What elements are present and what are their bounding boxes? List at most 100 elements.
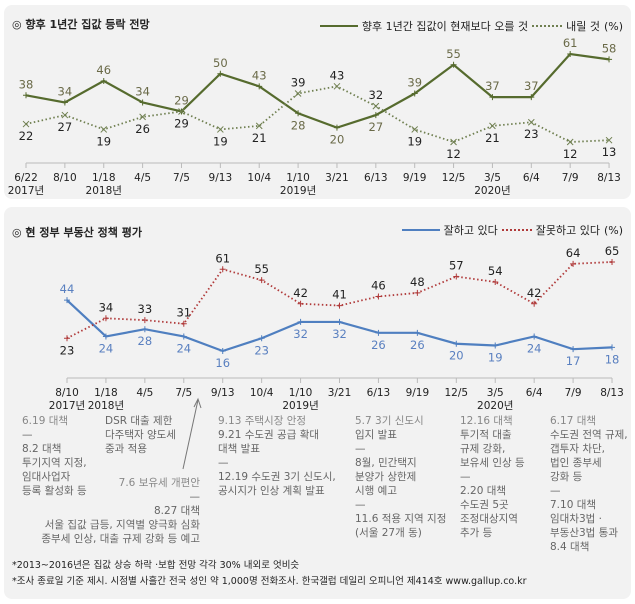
year-label: 2020년	[474, 185, 510, 197]
data-point-x	[605, 136, 613, 144]
legend-swatch-bad	[501, 229, 532, 231]
data-point-x	[61, 111, 69, 119]
panel-price-outlook	[4, 5, 631, 199]
annotation-line: 중과 적용	[105, 443, 147, 455]
year-label: 2017년	[49, 400, 85, 412]
x-tick-label: 7/9	[565, 387, 582, 399]
annotation-line: 9.13 주택시장 안정	[218, 415, 307, 427]
data-label: 23	[254, 343, 269, 357]
x-tick-label: 7/5	[173, 172, 190, 184]
year-label: 2017년	[8, 185, 44, 197]
data-point-x	[527, 118, 535, 126]
legend-unit: (%)	[603, 19, 623, 33]
x-tick-label: 10/4	[250, 387, 274, 399]
data-label: 28	[291, 118, 306, 132]
annotation-line: 7.10 대책	[550, 499, 597, 511]
data-point-x	[178, 108, 185, 115]
data-label: 16	[215, 356, 230, 370]
annotation-line: 9.21 수도권 공급 확대	[218, 429, 320, 441]
x-tick-label: 12/5	[442, 172, 466, 184]
data-label: 58	[602, 41, 617, 55]
data-point	[531, 333, 538, 340]
annotation-line: 12.16 대책	[460, 415, 513, 427]
year-label: 2019년	[280, 185, 316, 197]
data-label: 64	[566, 246, 581, 260]
x-tick-label: 1/18	[92, 172, 116, 184]
data-point	[297, 318, 304, 325]
annotation-line: 입지 발표	[355, 429, 397, 441]
annotation-line: 강화 등	[550, 471, 583, 483]
data-label: 61	[563, 36, 578, 50]
annotation-line: 11.6 적용 지역 지정	[355, 513, 447, 525]
data-label: 23	[524, 127, 539, 141]
data-point	[411, 90, 418, 97]
x-tick-label: 6/13	[364, 172, 388, 184]
annotation-line: 법인 종부세	[550, 457, 602, 469]
x-tick-label: 4/5	[136, 387, 153, 399]
data-label: 17	[566, 354, 581, 368]
data-label: 24	[176, 341, 191, 355]
annotation-line: —	[355, 443, 366, 455]
data-point-x	[411, 126, 419, 133]
data-point	[258, 277, 265, 284]
annotation-line: 대책 발표	[218, 443, 260, 455]
annotation-line: (서울 27개 동)	[355, 527, 422, 539]
annotation-line: 조정대상지역	[460, 513, 518, 525]
data-point-x	[294, 90, 302, 97]
data-label: 21	[252, 131, 267, 145]
legend-label-bad: 잘못하고 있다	[535, 224, 600, 237]
annotation-2019: 5.7 3기 신도시 입지 발표 — 8월, 민간택지 분양가 상한제 시행 예고 — 11.…	[355, 414, 446, 540]
annotation-line: 7.6 보유세 개편안	[118, 477, 200, 489]
data-label: 44	[60, 282, 75, 296]
annotation-line: —	[218, 457, 229, 469]
data-label: 32	[293, 327, 308, 341]
annotation-line: 시행 예고	[355, 485, 397, 497]
data-point	[258, 335, 265, 342]
data-point-x	[255, 122, 263, 130]
data-point	[492, 278, 499, 285]
annotation-line: —	[460, 471, 471, 483]
annotation-line: 갭투자 차단,	[550, 443, 605, 455]
annotation-line: 임대차3법 ·	[550, 513, 602, 525]
annotation-line: 공시지가 인상 계획 발표	[218, 485, 325, 497]
data-label: 18	[605, 352, 620, 366]
annotation-line: 8.27 대책	[153, 505, 200, 517]
annotation-arrow	[182, 399, 199, 470]
annotation-line: 분양가 상한제	[355, 471, 417, 483]
annotation-line: —	[22, 429, 33, 441]
annotation-2018-dsr: DSR 대출 제한 다주택자 양도세 중과 적용	[105, 414, 176, 456]
data-label: 37	[485, 79, 500, 93]
annotation-line: 12.19 수도권 3기 신도시,	[218, 471, 336, 483]
data-label: 43	[330, 68, 345, 82]
data-label: 55	[254, 262, 269, 276]
annotation-line: 서울 집값 급등, 지역별 양극화 심화	[44, 519, 200, 531]
x-tick-label: 1/18	[94, 387, 118, 399]
legend-swatch-rise	[319, 25, 358, 27]
legend-swatch-fall	[532, 25, 563, 27]
legend-swatch-good	[401, 229, 440, 231]
data-label: 65	[605, 244, 620, 258]
data-label: 29	[174, 116, 189, 130]
x-tick-label: 7/5	[175, 387, 192, 399]
data-point	[297, 300, 304, 307]
year-label: 2020년	[477, 400, 513, 412]
x-tick-label: 8/10	[55, 387, 79, 399]
annotation-line: —	[550, 485, 561, 497]
annotation-line: 6.17 대책	[550, 415, 597, 427]
data-point-x	[333, 82, 341, 90]
data-point	[102, 333, 109, 340]
x-tick-label: 8/13	[600, 387, 624, 399]
data-label: 34	[99, 300, 114, 314]
data-label: 26	[410, 338, 425, 352]
data-label: 57	[449, 259, 464, 273]
data-label: 39	[407, 76, 422, 90]
data-point	[375, 293, 382, 300]
data-point	[528, 94, 535, 101]
annotation-line: 규제 강화,	[460, 443, 506, 455]
annotation-line: 투기지역 지정,	[22, 457, 87, 469]
annotation-line: 8.2 대책	[22, 443, 62, 455]
x-tick-label: 3/5	[484, 172, 501, 184]
data-label: 42	[527, 286, 542, 300]
x-tick-label: 7/9	[562, 172, 579, 184]
